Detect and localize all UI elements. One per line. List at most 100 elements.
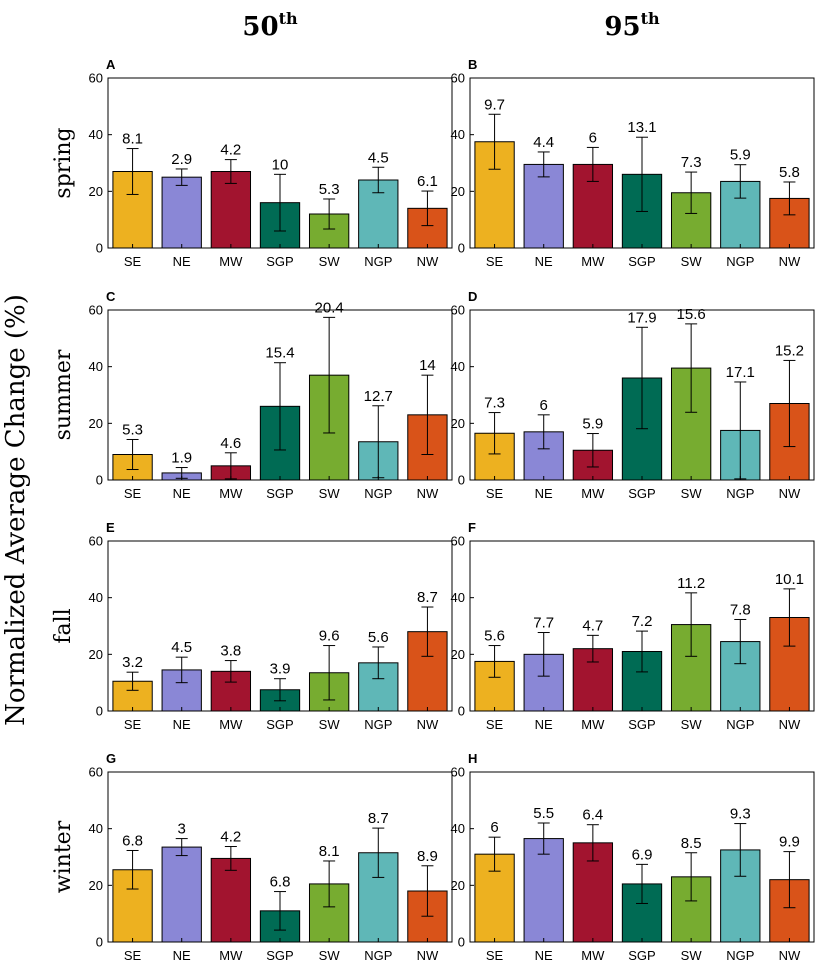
panel-a-ytick-label-1: 20 [89,184,103,199]
panel-d-data-label-nw: 15.2 [775,342,804,359]
panel-f-xtick-label-sgp: SGP [628,717,655,732]
panel-d-data-label-ngp: 17.1 [726,364,755,381]
panel-f-data-label-ngp: 7.8 [730,601,751,618]
column-title-95th: 95th [604,9,660,42]
panel-d-xtick-label-ne: NE [535,486,553,501]
panel-g-season-label: winter [51,820,76,893]
panel-b-xtick-label-sgp: SGP [628,254,655,269]
panel-c-data-label-ngp: 12.7 [364,388,393,405]
panel-d-ytick-label-0: 0 [458,473,465,488]
panel-f-ytick-label-0: 0 [458,704,465,719]
panel-g-data-label-nw: 8.9 [417,848,438,865]
panel-b-xtick-label-sw: SW [681,254,703,269]
panel-d-data-label-sw: 15.6 [677,306,706,323]
panel-g-ytick-label-3: 60 [89,765,103,780]
panel-a-xtick-label-sgp: SGP [266,254,293,269]
panel-b-ytick-label-1: 20 [451,184,465,199]
panel-h-data-label-sw: 8.5 [681,835,702,852]
panel-f-ytick-label-1: 20 [451,647,465,662]
panel-g-ytick-label-1: 20 [89,878,103,893]
panel-b-data-label-nw: 5.8 [779,164,800,181]
figure-y-axis-label: Normalized Average Change (%) [1,294,31,726]
panel-c-data-label-nw: 14 [419,357,436,374]
panel-g-xtick-label-mw: MW [219,948,243,963]
column-title-50th-suffix: th [279,9,298,28]
panel-f: F 0 20 40 60 5.6 SE 7.7 NE 4.7 MW 7.2 SGP 11.2 SW 7.8 NG… [451,520,815,732]
panel-a-xtick-label-ne: NE [173,254,191,269]
panel-e-data-label-sw: 9.6 [319,628,340,645]
panel-g-ytick-label-0: 0 [96,935,103,950]
panel-a-xtick-label-se: SE [124,254,142,269]
panel-g-data-label-mw: 4.2 [220,829,241,846]
panel-g-xtick-label-se: SE [124,948,142,963]
panel-d-ytick-label-3: 60 [451,303,465,318]
panel-a-xtick-label-ngp: NGP [364,254,392,269]
panel-e-data-label-mw: 3.8 [220,643,241,660]
panel-d-xtick-label-ngp: NGP [726,486,754,501]
panel-e-ytick-label-0: 0 [96,704,103,719]
panel-h-xtick-label-se: SE [486,948,504,963]
panel-c-xtick-label-ne: NE [173,486,191,501]
panel-h-data-label-ne: 5.5 [533,805,554,822]
panel-e-xtick-label-se: SE [124,717,142,732]
panel-c-letter: C [106,289,116,304]
panel-c-data-label-sw: 20.4 [315,299,344,316]
panel-d-ytick-label-1: 20 [451,416,465,431]
panel-e-xtick-label-ne: NE [173,717,191,732]
panel-h-data-label-ngp: 9.3 [730,806,751,823]
panel-d-letter: D [468,289,477,304]
column-title-50th: 50th [242,9,298,42]
panel-a-ytick-label-0: 0 [96,241,103,256]
panel-b: B 0 20 40 60 9.7 SE 4.4 NE 6 MW 13.1 SGP 7.3 SW 5.9 NGP 5… [451,57,815,269]
panel-e-ytick-label-1: 20 [89,647,103,662]
panel-c-ytick-label-2: 40 [89,359,103,374]
panel-c-season-label: summer [51,349,76,440]
panel-e-season-label: fall [51,608,76,643]
panel-e-xtick-label-ngp: NGP [364,717,392,732]
panel-e-xtick-label-sgp: SGP [266,717,293,732]
panel-h-xtick-label-ngp: NGP [726,948,754,963]
panel-f-xtick-label-mw: MW [581,717,605,732]
panel-g-xtick-label-nw: NW [417,948,439,963]
panel-g-data-label-sgp: 6.8 [270,874,291,891]
panel-e-ytick-label-3: 60 [89,534,103,549]
panel-b-ytick-label-0: 0 [458,241,465,256]
panel-c-ytick-label-1: 20 [89,416,103,431]
panel-d-xtick-label-sgp: SGP [628,486,655,501]
panel-e-xtick-label-sw: SW [319,717,341,732]
panel-a-data-label-sgp: 10 [272,156,289,173]
panel-b-ytick-label-2: 40 [451,127,465,142]
panel-h-xtick-label-sw: SW [681,948,703,963]
panel-a-ytick-label-3: 60 [89,71,103,86]
panel-d-xtick-label-mw: MW [581,486,605,501]
panel-h-data-label-se: 6 [490,819,498,836]
panel-f-ytick-label-3: 60 [451,534,465,549]
panel-d-data-label-mw: 5.9 [582,416,603,433]
panel-b-data-label-ne: 4.4 [533,134,554,151]
panel-d-data-label-sgp: 17.9 [627,309,656,326]
panel-e-xtick-label-nw: NW [417,717,439,732]
panel-a-xtick-label-sw: SW [319,254,341,269]
panel-g-xtick-label-sgp: SGP [266,948,293,963]
panel-h-ytick-label-0: 0 [458,935,465,950]
panel-a-season-label: spring [51,127,76,198]
panel-e-xtick-label-mw: MW [219,717,243,732]
panel-f-xtick-label-sw: SW [681,717,703,732]
panel-h: H 0 20 40 60 6 SE 5.5 NE 6.4 MW 6.9 SGP 8.5 SW 9.3 NGP 9.… [451,751,815,963]
panel-e-letter: E [106,520,115,535]
chart-panels: Aspring02040608.1SE2.9NE4.2MW10SGP5.3SW4… [51,57,815,963]
panel-a-xtick-label-mw: MW [219,254,243,269]
panel-g-letter: G [106,751,116,766]
panel-h-data-label-nw: 9.9 [779,834,800,851]
panel-a-data-label-ngp: 4.5 [368,149,389,166]
panel-a-data-label-mw: 4.2 [220,142,241,159]
panel-a-data-label-ne: 2.9 [171,151,192,168]
panel-g-xtick-label-ngp: NGP [364,948,392,963]
panel-h-ytick-label-1: 20 [451,878,465,893]
panel-d-data-label-se: 7.3 [484,395,505,412]
panel-g-ytick-label-2: 40 [89,821,103,836]
panel-b-xtick-label-nw: NW [779,254,801,269]
panel-f-xtick-label-ne: NE [535,717,553,732]
